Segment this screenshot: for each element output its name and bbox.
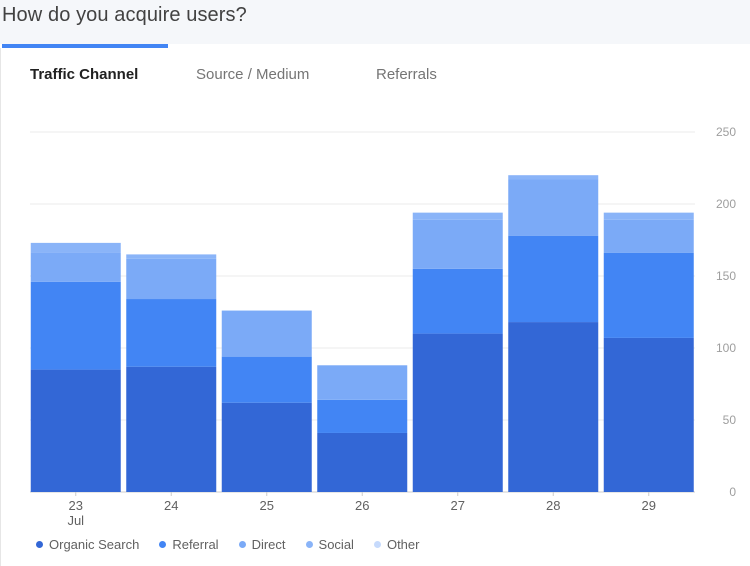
- bar-segment-social: [508, 175, 599, 180]
- bar-segment-referral: [603, 252, 694, 338]
- bar-segment-direct: [30, 252, 121, 282]
- bar-segment-social: [412, 212, 503, 220]
- tab-referrals[interactable]: Referrals: [376, 66, 437, 83]
- x-tick-sublabel: Jul: [67, 513, 84, 528]
- y-tick-label: 250: [716, 125, 736, 139]
- bar-segment-direct: [412, 219, 503, 269]
- legend-item-other[interactable]: Other: [373, 537, 420, 553]
- bar-segment-referral: [126, 299, 217, 367]
- tab-source-medium[interactable]: Source / Medium: [196, 66, 310, 83]
- legend-item-organic-search[interactable]: Organic Search: [36, 537, 139, 552]
- legend-label: Other: [386, 537, 420, 553]
- bar-segment-referral: [508, 235, 599, 323]
- x-tick-label: 27: [451, 498, 465, 513]
- header-accent-bar: [2, 44, 168, 48]
- legend-item-direct[interactable]: Direct: [238, 537, 286, 553]
- legend-label: Organic Search: [49, 537, 140, 553]
- bar-segment-referral: [30, 281, 121, 370]
- legend-item-social[interactable]: Social: [305, 537, 354, 553]
- legend-dot-icon: [305, 541, 313, 549]
- legend-dot-icon: [159, 541, 167, 549]
- bar-segment-direct: [603, 219, 694, 253]
- bar-segment-organic-search: [603, 337, 694, 492]
- x-tick-label: 29: [642, 498, 656, 513]
- bar-segment-referral: [317, 399, 408, 433]
- legend-label: Direct: [251, 537, 286, 553]
- legend-dot-icon: [373, 541, 381, 549]
- bar-segment-social: [603, 212, 694, 220]
- bar-segment-organic-search: [30, 369, 121, 492]
- x-tick-label: 26: [355, 498, 369, 513]
- chart-legend: Organic Search Referral Direct Social Other: [36, 536, 439, 554]
- x-tick-label: 28: [546, 498, 560, 513]
- card-left-border: [0, 48, 1, 566]
- card-header: How do you acquire users?: [0, 0, 750, 44]
- bar-segment-organic-search: [126, 366, 217, 492]
- y-tick-label: 150: [716, 269, 736, 283]
- bar-segment-organic-search: [221, 402, 312, 492]
- legend-label: Referral: [172, 537, 219, 553]
- y-tick-label: 200: [716, 197, 736, 211]
- tab-traffic-channel[interactable]: Traffic Channel: [30, 66, 139, 83]
- bar-segment-referral: [412, 268, 503, 334]
- bar-segment-direct: [126, 258, 217, 300]
- x-tick-label: 25: [260, 498, 274, 513]
- legend-dot-icon: [36, 541, 43, 549]
- y-tick-label: 0: [729, 485, 736, 499]
- x-tick-label: 24: [164, 498, 178, 513]
- bar-segment-referral: [221, 356, 312, 403]
- legend-label: Social: [318, 537, 354, 553]
- legend-dot-icon: [238, 541, 246, 549]
- bar-segment-social: [126, 254, 217, 259]
- y-tick-label: 50: [723, 413, 737, 427]
- bar-segment-organic-search: [412, 333, 503, 492]
- bar-segment-direct: [317, 365, 408, 400]
- channel-tabs: Traffic Channel Source / Medium Referral…: [0, 66, 750, 90]
- x-tick-label: 23: [69, 498, 83, 513]
- card-title: How do you acquire users?: [2, 4, 247, 26]
- bar-segment-direct: [508, 179, 599, 236]
- bar-segment-social: [30, 242, 121, 253]
- bar-segment-direct: [221, 310, 312, 357]
- bar-segment-organic-search: [317, 432, 408, 492]
- bar-segment-organic-search: [508, 322, 599, 492]
- y-tick-label: 100: [716, 341, 736, 355]
- legend-item-referral[interactable]: Referral: [159, 537, 219, 553]
